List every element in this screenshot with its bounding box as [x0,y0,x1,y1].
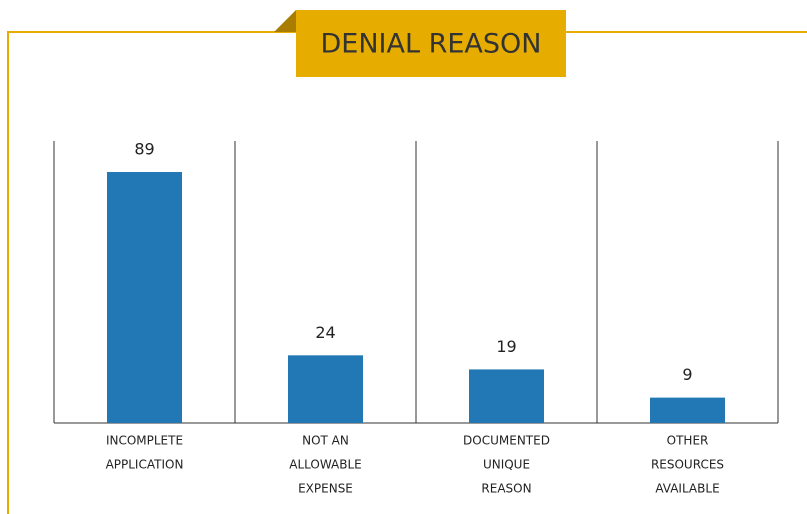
x-tick-label: APPLICATION [106,458,184,472]
bar [107,172,182,423]
x-tick-label: UNIQUE [483,458,530,472]
value-label: 89 [134,140,154,159]
bar [650,397,725,423]
x-tick-label: NOT AN [302,434,349,448]
x-tick-label: DOCUMENTED [463,434,550,448]
title-fold [274,10,296,32]
x-tick-label: OTHER [667,434,709,448]
bar [288,355,363,423]
value-label: 19 [496,337,516,356]
x-tick-label: INCOMPLETE [106,434,183,448]
bar [469,369,544,423]
x-tick-label: EXPENSE [298,482,353,496]
x-tick-label: REASON [481,482,531,496]
x-tick-label: AVAILABLE [655,482,719,496]
title-box [296,10,566,77]
chart-title: DENIAL REASON [321,29,542,60]
x-tick-label: RESOURCES [651,458,724,472]
x-tick-label: ALLOWABLE [289,458,362,472]
value-label: 9 [682,365,692,384]
value-label: 24 [315,323,335,342]
